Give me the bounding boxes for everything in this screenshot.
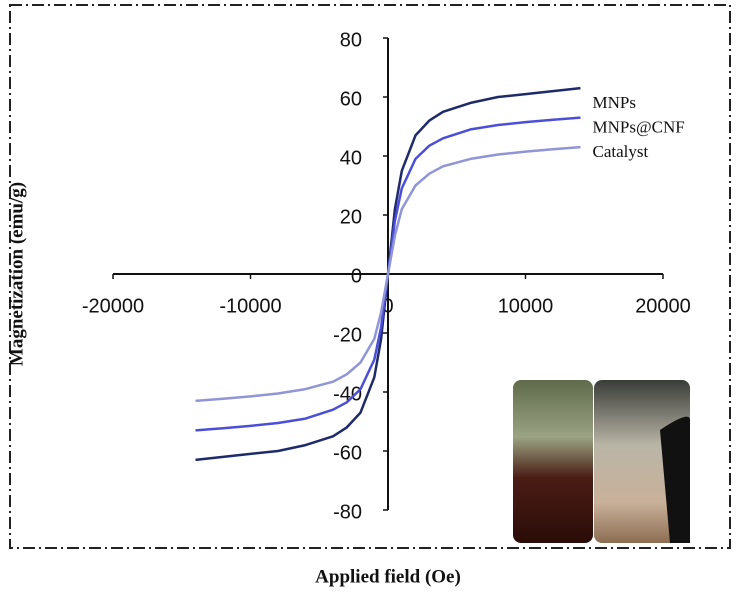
legend-label: Catalyst [593,142,649,161]
x-tick-label: 10000 [498,295,554,317]
x-tick-label: 20000 [635,295,691,317]
y-tick-label: -20 [333,324,362,346]
y-tick-label: -80 [333,501,362,523]
frame [9,4,731,549]
x-tick-label: -10000 [219,295,281,317]
y-tick-label: 20 [340,206,362,228]
x-tick-label: -20000 [82,295,144,317]
legend-label: MNPs [593,93,636,112]
x-axis-title: Applied field (Oe) [315,566,461,587]
y-axis-title: Magnetization (emu/g) [6,182,27,366]
y-tick-label: 0 [351,265,362,287]
y-tick-label: 60 [340,88,362,110]
y-tick-label: -40 [333,383,362,405]
y-tick-label: 80 [340,29,362,51]
legend-label: MNPs@CNF [593,118,685,137]
y-tick-label: 40 [340,147,362,169]
inset-photo [513,380,690,543]
y-tick-label: -60 [333,442,362,464]
x-tick-label: 0 [382,295,393,317]
series-line [195,145,581,403]
